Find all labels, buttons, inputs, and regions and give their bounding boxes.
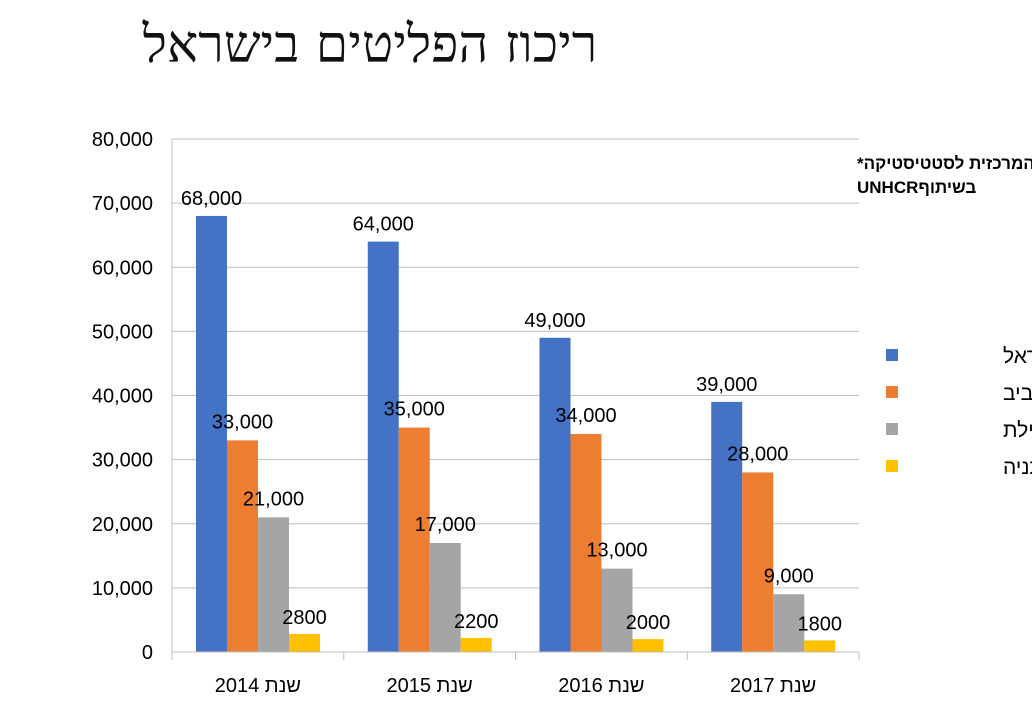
data-label: 28,000 <box>727 443 788 465</box>
legend-label: נתניה <box>1003 456 1032 479</box>
bar <box>258 517 289 652</box>
y-tick-label: 30,000 <box>92 450 153 472</box>
x-tick-label: שנת 2017 <box>730 675 816 697</box>
y-tick-label: 80,000 <box>92 129 153 151</box>
data-label: 68,000 <box>181 188 242 210</box>
x-axis: שנת 2014 שנת 2015 שנת 2016 שנת 2017 <box>171 651 860 697</box>
legend-swatch <box>886 423 898 435</box>
bar <box>742 472 774 652</box>
bar <box>773 594 805 652</box>
y-axis: 0 10,000 20,000 30,000 40,000 50,000 60,000 70,… <box>92 129 173 664</box>
data-label: 1800 <box>798 613 843 635</box>
source-annotation-line2: בשיתוףUNHCR <box>857 178 976 197</box>
source-annotation-line1: הלשכה המרכזית לסטטיסטיקה* <box>857 154 1032 173</box>
data-label: 9,000 <box>764 565 814 587</box>
bar <box>367 241 399 652</box>
legend-label: אילת <box>1003 419 1032 442</box>
bar <box>711 401 743 652</box>
y-tick-label: 20,000 <box>92 514 153 536</box>
bar <box>539 337 571 652</box>
data-label: 13,000 <box>586 540 647 562</box>
x-tick-label: שנת 2014 <box>215 675 301 697</box>
legend-swatch <box>886 349 898 361</box>
data-label: 35,000 <box>384 399 445 421</box>
bar <box>289 634 320 652</box>
y-tick-label: 50,000 <box>92 321 153 343</box>
data-label: 2200 <box>454 611 499 633</box>
data-label: 2000 <box>626 612 671 634</box>
data-label: 49,000 <box>524 310 585 332</box>
x-tick-label: שנת 2016 <box>558 675 644 697</box>
legend-swatch <box>886 386 898 398</box>
bar <box>398 427 430 652</box>
y-tick-label: 60,000 <box>92 257 153 279</box>
bar <box>570 433 602 652</box>
legend-swatch <box>886 460 898 472</box>
legend-label: כלל ישראל <box>1003 345 1032 368</box>
chart-title: ריכוז הפליטים בישראל <box>142 15 598 75</box>
y-tick-label: 0 <box>142 642 153 664</box>
bar <box>429 542 461 652</box>
bar <box>460 637 492 652</box>
data-label: 21,000 <box>243 488 304 510</box>
x-tick-label: שנת 2015 <box>386 675 472 697</box>
bar <box>632 639 664 652</box>
data-label: 17,000 <box>415 514 476 536</box>
data-label: 39,000 <box>696 374 757 396</box>
bar <box>227 440 258 652</box>
bars <box>196 215 836 652</box>
y-tick-label: 40,000 <box>92 386 153 408</box>
legend: כלל ישראל תל אביב אילת נתניה <box>886 345 1032 479</box>
y-tick-label: 10,000 <box>92 578 153 600</box>
legend-label: תל אביב <box>1003 382 1032 405</box>
bar <box>196 215 227 652</box>
data-labels: 68,000 33,000 21,000 2800 64,000 35,000 17,000… <box>181 188 842 636</box>
bar <box>804 640 836 652</box>
data-label: 34,000 <box>555 405 616 427</box>
data-label: 33,000 <box>212 411 273 433</box>
data-label: 64,000 <box>353 214 414 236</box>
y-tick-label: 70,000 <box>92 193 153 215</box>
data-label: 2800 <box>282 607 327 629</box>
bar <box>601 568 633 652</box>
